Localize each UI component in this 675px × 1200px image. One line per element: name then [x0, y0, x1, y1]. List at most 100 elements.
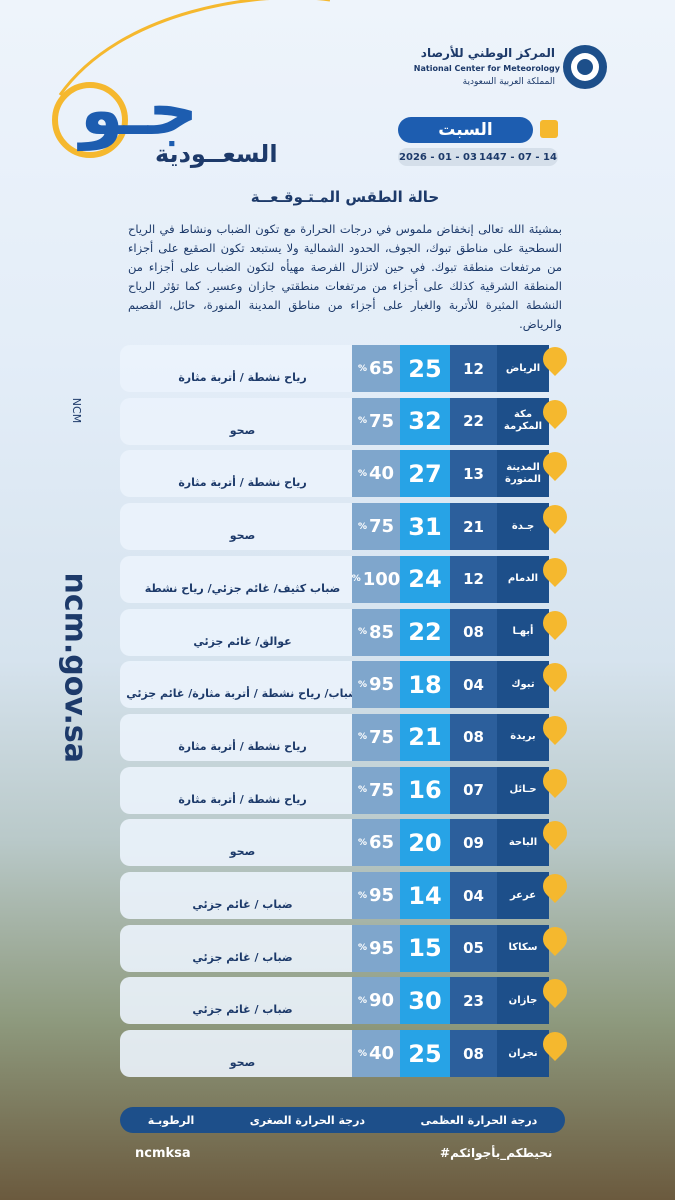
- min-temp: 12: [450, 555, 497, 603]
- max-temp: 21: [400, 713, 450, 761]
- min-temp: 04: [450, 661, 497, 709]
- humidity-cell: 40%: [352, 1030, 400, 1078]
- humidity-unit: %: [357, 363, 367, 374]
- city: مكة المكرمة: [497, 397, 549, 445]
- humidity-unit: %: [357, 995, 367, 1006]
- humidity-cell: 40%: [352, 450, 400, 498]
- max-temp: 22: [400, 608, 450, 656]
- date-gregorian: 2026 - 01 - 03: [399, 151, 477, 163]
- humidity-unit: %: [357, 521, 367, 532]
- humidity-cell: 75%: [352, 397, 400, 445]
- humidity-unit: %: [357, 468, 367, 479]
- city: نجران: [497, 1030, 549, 1078]
- brand-big: جـو: [80, 69, 199, 151]
- footer-hashtag: #نحيطكم_بأجوائكم: [440, 1146, 553, 1160]
- legend-max: درجة الحرارة العظمى: [420, 1113, 538, 1127]
- org-ar: المركز الوطني للأرصاد: [420, 46, 555, 60]
- city: عرعر: [497, 872, 549, 919]
- condition-panel: عوالق/ غائم جزئي: [120, 608, 365, 656]
- min-temp: 05: [450, 924, 497, 972]
- country: المملكة العربية السعودية: [462, 77, 555, 87]
- humidity: 75: [368, 410, 395, 432]
- logo: [563, 45, 607, 89]
- humidity-cell: 65%: [352, 345, 400, 392]
- min-temp: 04: [450, 872, 497, 919]
- humidity-unit: %: [357, 732, 367, 743]
- city: أبهـا: [497, 608, 549, 656]
- min-temp: 08: [450, 1030, 497, 1078]
- brand-decor: [52, 0, 330, 158]
- condition-panel: صحو: [120, 503, 365, 551]
- side-ncm: NCM: [70, 397, 84, 424]
- humidity-cell: 75%: [352, 713, 400, 761]
- min-temp: 23: [450, 977, 497, 1025]
- city: بريدة: [497, 713, 549, 761]
- humidity-cell: 65%: [352, 819, 400, 867]
- city: الباحة: [497, 819, 549, 867]
- condition-panel: صحو: [120, 1030, 365, 1078]
- humidity: 40: [368, 463, 395, 485]
- min-temp: 08: [450, 608, 497, 656]
- max-temp: 15: [400, 924, 450, 972]
- min-temp: 22: [450, 397, 497, 445]
- city: سكاكا: [497, 924, 549, 972]
- condition-panel: رياح نشطة / أتربة مثارة: [120, 450, 365, 498]
- humidity: 90: [368, 990, 395, 1012]
- side-site: ncm.gov.sa: [57, 572, 93, 764]
- humidity-cell: 95%: [352, 661, 400, 709]
- brand-small: السعــودية: [155, 140, 278, 168]
- humidity-unit: %: [357, 837, 367, 848]
- humidity-unit: %: [357, 890, 367, 901]
- date-bar: 2026 - 01 - 03 1447 - 07 - 14: [398, 148, 558, 166]
- humidity-cell: 90%: [352, 977, 400, 1025]
- date-hijri: 1447 - 07 - 14: [479, 151, 557, 163]
- min-temp: 13: [450, 450, 497, 498]
- condition-panel: ضباب / غائم جزئي: [120, 977, 365, 1025]
- legend: درجة الحرارة العظمى درجة الحرارة الصغرى …: [120, 1107, 565, 1133]
- max-temp: 18: [400, 661, 450, 709]
- condition-panel: ضباب كثيف/ غائم جزئي/ رياح نشطة: [120, 555, 365, 603]
- city: المدينة المنورة: [497, 450, 549, 498]
- humidity: 95: [368, 937, 395, 959]
- max-temp: 30: [400, 977, 450, 1025]
- humidity-unit: %: [351, 574, 361, 585]
- city: الرياض: [497, 345, 549, 392]
- humidity-cell: 75%: [352, 503, 400, 551]
- legend-humidity: الرطوبـة: [147, 1113, 195, 1127]
- max-temp: 32: [400, 397, 450, 445]
- humidity: 95: [368, 885, 395, 906]
- city: حـائل: [497, 766, 549, 814]
- humidity-unit: %: [357, 1048, 367, 1059]
- city: جـدة: [497, 503, 549, 551]
- max-temp: 20: [400, 819, 450, 867]
- max-temp: 24: [400, 555, 450, 603]
- humidity-unit: %: [357, 679, 367, 690]
- min-temp: 07: [450, 766, 497, 814]
- humidity-cell: 100%: [351, 555, 401, 603]
- humidity: 95: [368, 674, 395, 696]
- min-temp: 12: [450, 345, 497, 392]
- min-temp: 09: [450, 819, 497, 867]
- condition-panel: صحو: [120, 819, 365, 867]
- city: الدمام: [497, 555, 549, 603]
- humidity-unit: %: [357, 627, 367, 637]
- max-temp: 25: [400, 345, 450, 392]
- max-temp: 25: [400, 1030, 450, 1078]
- humidity-unit: %: [357, 785, 367, 796]
- condition-panel: ضباب / غائم جزئي: [120, 924, 365, 972]
- min-temp: 21: [450, 503, 497, 551]
- condition-panel: رياح نشطة / أتربة مثارة: [120, 345, 365, 392]
- condition-panel: ضباب / غائم جزئي: [120, 872, 365, 919]
- humidity: 100: [362, 568, 401, 590]
- title: حالة الطقس المـتـوقـعــة: [250, 188, 440, 206]
- condition-panel: رياح نشطة / أتربة مثارة: [120, 713, 365, 761]
- city: تبوك: [497, 661, 549, 709]
- humidity-cell: 95%: [352, 924, 400, 972]
- max-temp: 14: [400, 872, 450, 919]
- max-temp: 27: [400, 450, 450, 498]
- summary: بمشيئة الله تعالى إنخفاض ملموس في درجات …: [128, 222, 562, 331]
- humidity: 85: [368, 621, 395, 643]
- calendar-icon: [540, 120, 558, 138]
- humidity: 75: [368, 726, 395, 748]
- humidity-cell: 95%: [352, 872, 400, 919]
